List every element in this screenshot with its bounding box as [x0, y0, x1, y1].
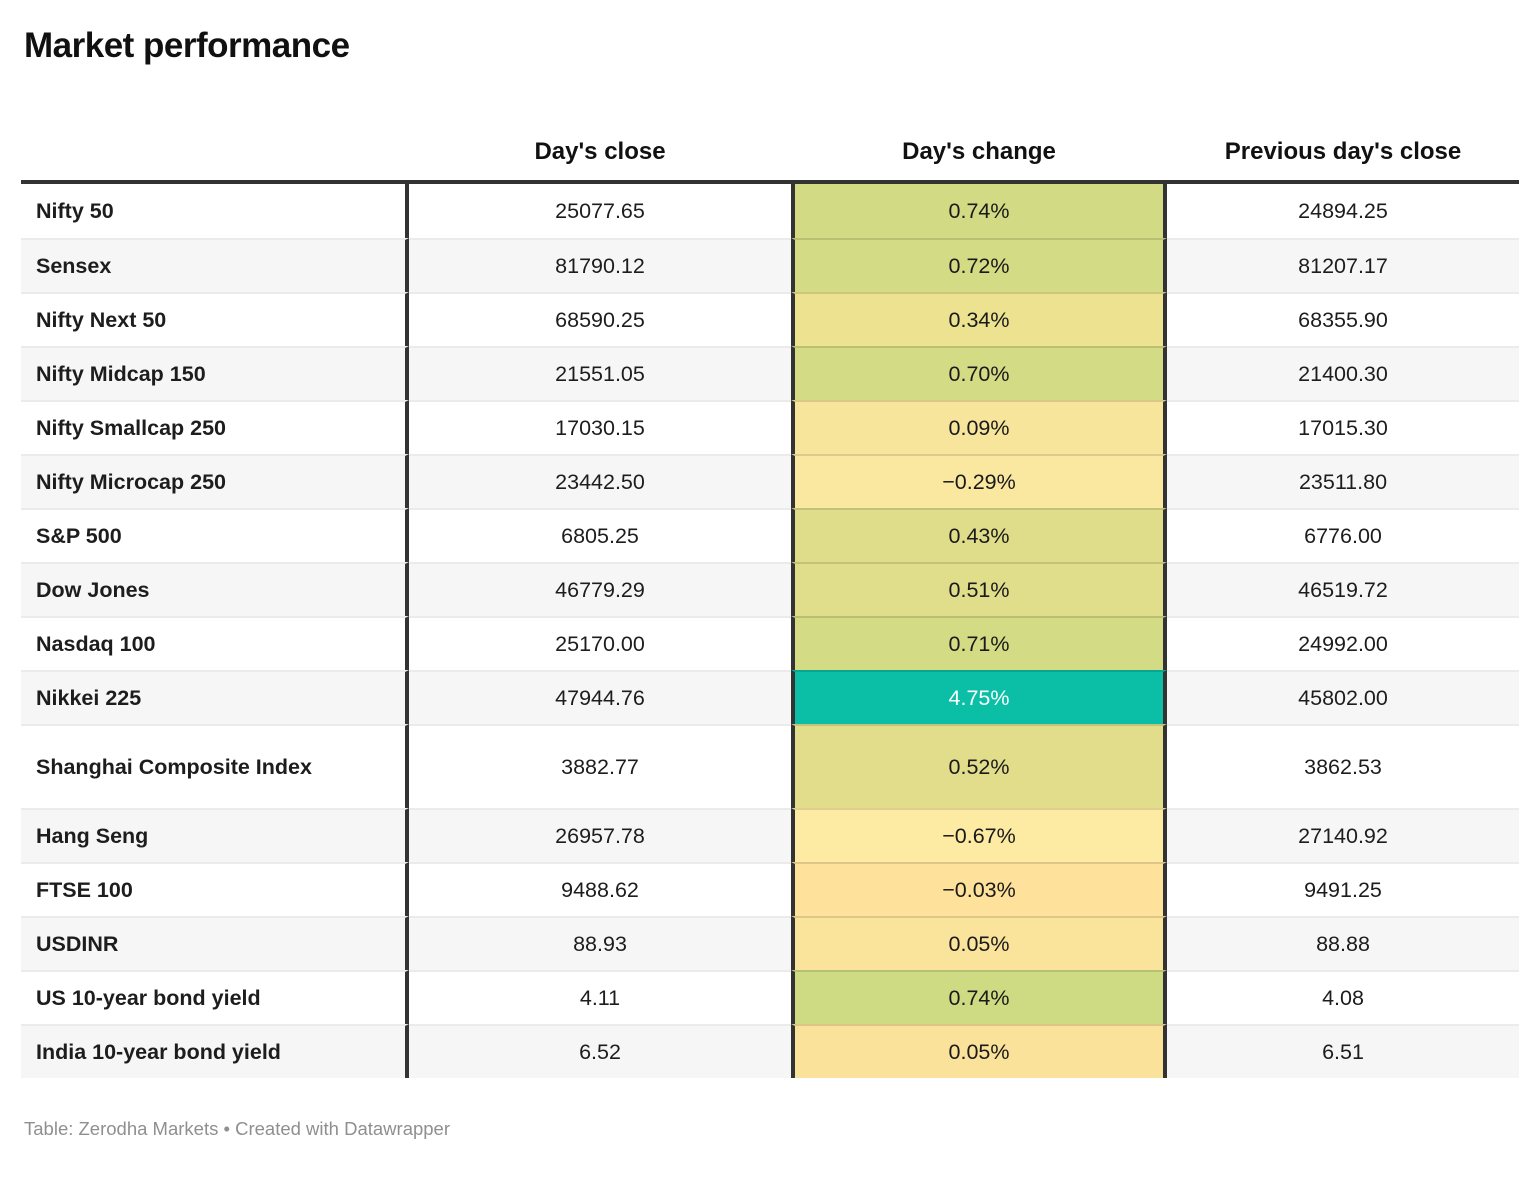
previous-days-close-value: 46519.72: [1167, 562, 1519, 616]
table-row-nikkei-225: Nikkei 225 47944.76 4.75% 45802.00: [21, 670, 1519, 724]
page-title: Market performance: [24, 26, 350, 65]
days-change-value: 0.43%: [791, 508, 1167, 562]
table-row-usdinr: USDINR 88.93 0.05% 88.88: [21, 916, 1519, 970]
days-close-value: 47944.76: [409, 670, 791, 724]
table-row-ftse-100: FTSE 100 9488.62 −0.03% 9491.25: [21, 862, 1519, 916]
previous-days-close-value: 4.08: [1167, 970, 1519, 1024]
days-change-value: −0.29%: [791, 454, 1167, 508]
row-label: Nasdaq 100: [21, 616, 409, 670]
days-close-value: 68590.25: [409, 292, 791, 346]
row-label: FTSE 100: [21, 862, 409, 916]
days-close-value: 6805.25: [409, 508, 791, 562]
table-row-nifty-50: Nifty 50 25077.65 0.74% 24894.25: [21, 184, 1519, 238]
previous-days-close-value: 9491.25: [1167, 862, 1519, 916]
column-header-days-close: Day's close: [534, 138, 666, 165]
days-change-value: 0.52%: [791, 724, 1167, 808]
table-row-sensex: Sensex 81790.12 0.72% 81207.17: [21, 238, 1519, 292]
table-row-hang-seng: Hang Seng 26957.78 −0.67% 27140.92: [21, 808, 1519, 862]
days-change-value: 0.74%: [791, 184, 1167, 238]
previous-days-close-value: 68355.90: [1167, 292, 1519, 346]
row-label: USDINR: [21, 916, 409, 970]
previous-days-close-value: 81207.17: [1167, 238, 1519, 292]
days-change-value: 0.09%: [791, 400, 1167, 454]
row-label: Nifty Next 50: [21, 292, 409, 346]
days-close-value: 46779.29: [409, 562, 791, 616]
days-close-value: 88.93: [409, 916, 791, 970]
previous-days-close-value: 24894.25: [1298, 198, 1388, 223]
previous-days-close-value: 23511.80: [1167, 454, 1519, 508]
table-row-dow-jones: Dow Jones 46779.29 0.51% 46519.72: [21, 562, 1519, 616]
days-change-value: 0.71%: [791, 616, 1167, 670]
days-change-value: 0.05%: [791, 916, 1167, 970]
days-close-value: 9488.62: [409, 862, 791, 916]
table-row-india-10-year-bond-yield: India 10-year bond yield 6.52 0.05% 6.51: [21, 1024, 1519, 1078]
table-row-nasdaq-100: Nasdaq 100 25170.00 0.71% 24992.00: [21, 616, 1519, 670]
days-close-value: 6.52: [409, 1024, 791, 1078]
row-label: Nifty Midcap 150: [21, 346, 409, 400]
previous-days-close-value: 3862.53: [1167, 724, 1519, 808]
previous-days-close-value: 24992.00: [1167, 616, 1519, 670]
days-change-value: −0.67%: [791, 808, 1167, 862]
days-close-value: 3882.77: [409, 724, 791, 808]
previous-days-close-value: 6.51: [1167, 1024, 1519, 1078]
row-label: Nikkei 225: [21, 670, 409, 724]
column-header-days-change: Day's change: [902, 138, 1056, 165]
days-close-value: 25170.00: [409, 616, 791, 670]
previous-days-close-value: 88.88: [1167, 916, 1519, 970]
row-label: S&P 500: [21, 508, 409, 562]
row-label: India 10-year bond yield: [21, 1024, 409, 1078]
days-close-value: 21551.05: [409, 346, 791, 400]
table-row-nifty-midcap-150: Nifty Midcap 150 21551.05 0.70% 21400.30: [21, 346, 1519, 400]
previous-days-close-value: 17015.30: [1167, 400, 1519, 454]
row-label: US 10-year bond yield: [21, 970, 409, 1024]
days-close-value: 25077.65: [555, 198, 645, 223]
days-close-value: 4.11: [409, 970, 791, 1024]
attribution-footer: Table: Zerodha Markets • Created with Da…: [24, 1118, 451, 1139]
table-row-nifty-next-50: Nifty Next 50 68590.25 0.34% 68355.90: [21, 292, 1519, 346]
market-performance-table-page: Market performance Day's close Day's cha…: [0, 26, 1540, 1140]
row-label: Nifty Microcap 250: [21, 454, 409, 508]
table-row-nifty-microcap-250: Nifty Microcap 250 23442.50 −0.29% 23511…: [21, 454, 1519, 508]
row-label: Nifty 50: [21, 184, 409, 238]
days-change-value: −0.03%: [791, 862, 1167, 916]
table-row-sp-500: S&P 500 6805.25 0.43% 6776.00: [21, 508, 1519, 562]
days-change-value: 0.70%: [791, 346, 1167, 400]
days-change-value: 0.05%: [791, 1024, 1167, 1078]
row-label: Shanghai Composite Index: [21, 724, 409, 808]
days-close-value: 23442.50: [409, 454, 791, 508]
row-label: Nifty Smallcap 250: [21, 400, 409, 454]
row-label: Sensex: [21, 238, 409, 292]
row-label: Hang Seng: [21, 808, 409, 862]
days-close-value: 26957.78: [409, 808, 791, 862]
table-header-row: Day's close Day's change Previous day's …: [21, 112, 1519, 180]
column-header-previous-days-close: Previous day's close: [1224, 138, 1462, 165]
days-close-value: 81790.12: [409, 238, 791, 292]
row-label: Dow Jones: [21, 562, 409, 616]
header-spacer: [21, 112, 409, 180]
previous-days-close-value: 21400.30: [1167, 346, 1519, 400]
days-close-value: 17030.15: [409, 400, 791, 454]
days-change-value: 0.74%: [791, 970, 1167, 1024]
table-row-shanghai-composite: Shanghai Composite Index 3882.77 0.52% 3…: [21, 724, 1519, 808]
previous-days-close-value: 6776.00: [1167, 508, 1519, 562]
days-change-value: 0.34%: [791, 292, 1167, 346]
table-row-nifty-smallcap-250: Nifty Smallcap 250 17030.15 0.09% 17015.…: [21, 400, 1519, 454]
previous-days-close-value: 27140.92: [1167, 808, 1519, 862]
table-body: Nifty 50 25077.65 0.74% 24894.25 Sensex …: [21, 180, 1519, 1078]
table-row-us-10-year-bond-yield: US 10-year bond yield 4.11 0.74% 4.08: [21, 970, 1519, 1024]
days-change-value: 0.72%: [791, 238, 1167, 292]
days-change-value: 0.51%: [791, 562, 1167, 616]
previous-days-close-value: 45802.00: [1167, 670, 1519, 724]
days-change-value: 4.75%: [791, 670, 1167, 724]
